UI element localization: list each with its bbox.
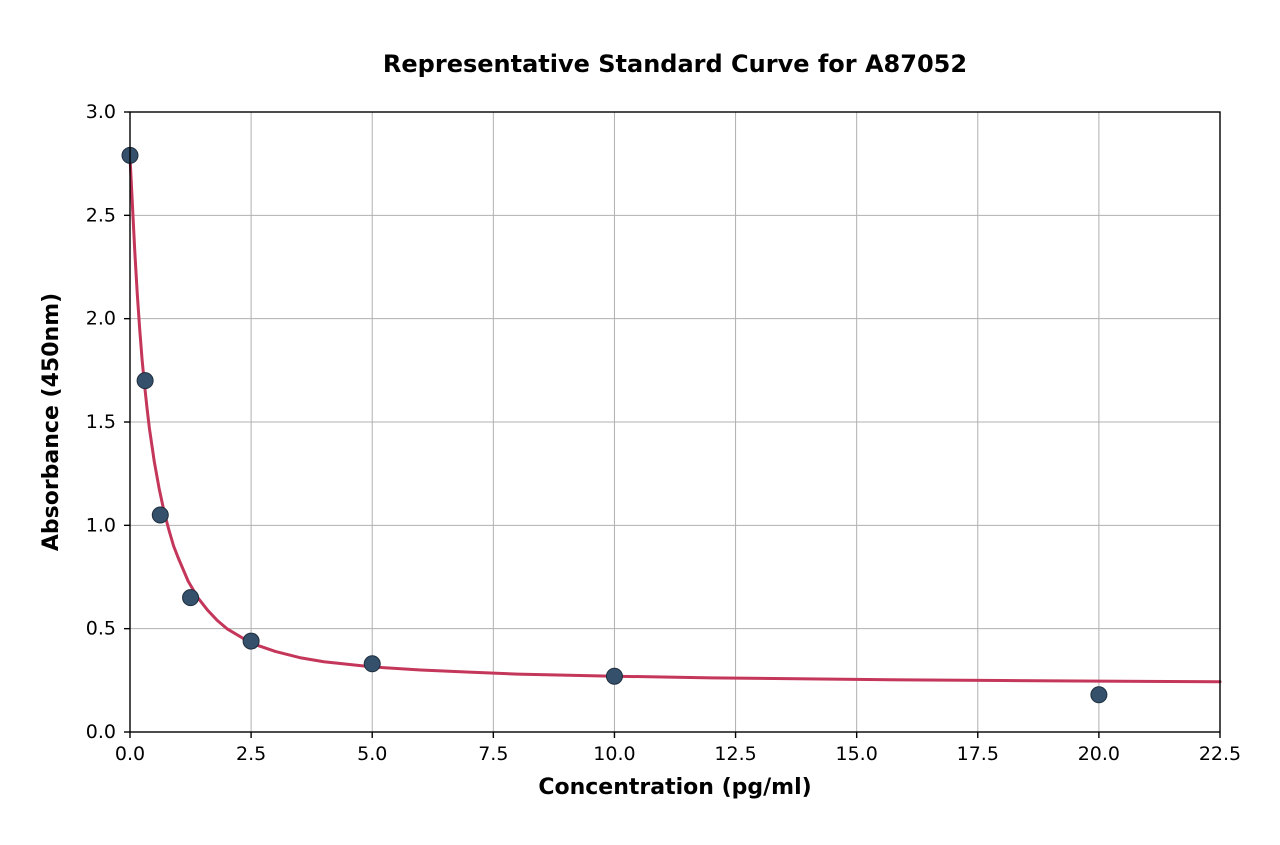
x-tick-label: 12.5 bbox=[714, 743, 756, 765]
data-point bbox=[364, 656, 380, 672]
y-axis-label: Absorbance (450nm) bbox=[39, 293, 64, 551]
y-tick-label: 1.0 bbox=[86, 514, 116, 536]
x-tick-label: 17.5 bbox=[957, 743, 999, 765]
y-tick-label: 0.5 bbox=[86, 618, 116, 640]
y-tick-label: 2.0 bbox=[86, 308, 116, 330]
x-tick-label: 2.5 bbox=[236, 743, 266, 765]
chart-title: Representative Standard Curve for A87052 bbox=[383, 50, 967, 78]
chart-svg: Representative Standard Curve for A87052… bbox=[0, 0, 1280, 845]
y-tick-labels: 0.0 0.5 1.0 1.5 2.0 2.5 3.0 bbox=[86, 101, 116, 743]
data-point bbox=[606, 668, 622, 684]
x-tick-label: 15.0 bbox=[836, 743, 878, 765]
data-point bbox=[243, 633, 259, 649]
x-tick-label: 5.0 bbox=[357, 743, 387, 765]
data-point bbox=[183, 590, 199, 606]
x-tick-label: 7.5 bbox=[478, 743, 508, 765]
x-tick-labels: 0.0 2.5 5.0 7.5 10.0 12.5 15.0 17.5 20.0 22.5 bbox=[115, 743, 1241, 765]
chart-container: Representative Standard Curve for A87052… bbox=[0, 0, 1280, 845]
data-point bbox=[137, 373, 153, 389]
y-tick-label: 1.5 bbox=[86, 411, 116, 433]
data-point bbox=[1091, 687, 1107, 703]
x-tick-label: 10.0 bbox=[593, 743, 635, 765]
x-axis-label: Concentration (pg/ml) bbox=[538, 775, 811, 800]
y-tick-label: 3.0 bbox=[86, 101, 116, 123]
x-tick-label: 0.0 bbox=[115, 743, 145, 765]
x-tick-label: 22.5 bbox=[1199, 743, 1241, 765]
y-tick-label: 0.0 bbox=[86, 721, 116, 743]
x-tick-label: 20.0 bbox=[1078, 743, 1120, 765]
data-point bbox=[152, 507, 168, 523]
y-tick-label: 2.5 bbox=[86, 204, 116, 226]
